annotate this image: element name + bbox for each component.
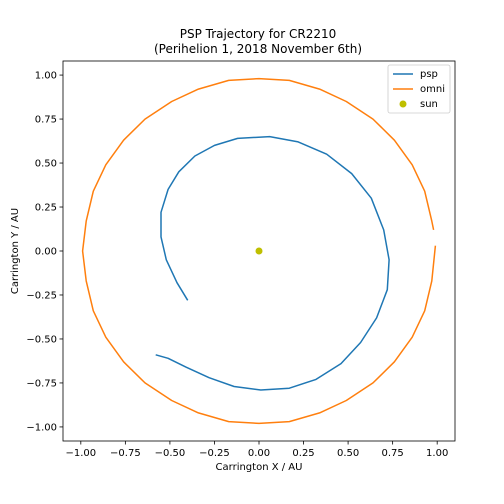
series-sun-point xyxy=(255,247,263,255)
x-axis: −1.00 −0.75 −0.50 −0.25 0.00 0.25 0.50 0.75 1.00 xyxy=(65,441,448,459)
y-tick-label: 1.00 xyxy=(35,71,57,82)
x-tick-label: 1.00 xyxy=(426,448,448,459)
x-tick-label: −0.75 xyxy=(110,448,141,459)
y-tick-label: 0.25 xyxy=(35,203,57,214)
y-tick-label: −0.75 xyxy=(26,378,57,389)
series-omni-line xyxy=(81,77,437,425)
chart-subtitle: (Perihelion 1, 2018 November 6th) xyxy=(154,42,362,56)
x-tick-label: 0.50 xyxy=(337,448,359,459)
y-tick-label: 0.00 xyxy=(35,247,57,258)
chart-title: PSP Trajectory for CR2210 xyxy=(180,27,337,41)
x-tick-label: −0.50 xyxy=(155,448,186,459)
plot-area xyxy=(81,77,437,425)
y-tick-label: −0.50 xyxy=(26,334,57,345)
y-tick-label: −1.00 xyxy=(26,422,57,433)
y-tick-label: −0.25 xyxy=(26,290,57,301)
legend-label-omni: omni xyxy=(420,84,445,95)
x-tick-label: −0.25 xyxy=(199,448,230,459)
x-tick-label: −1.00 xyxy=(65,448,96,459)
legend-label-sun: sun xyxy=(420,99,438,110)
x-tick-label: 0.25 xyxy=(292,448,314,459)
y-axis: −1.00 −0.75 −0.50 −0.25 0.00 0.25 0.50 0.75 1.00 xyxy=(26,71,63,433)
legend: psp omni sun xyxy=(387,64,451,114)
series-psp-line xyxy=(155,135,390,391)
x-tick-label: 0.75 xyxy=(382,448,404,459)
x-axis-label: Carrington X / AU xyxy=(216,462,303,473)
legend-label-psp: psp xyxy=(420,69,438,80)
y-tick-label: 0.75 xyxy=(35,115,57,126)
legend-marker-sun xyxy=(399,100,407,108)
y-tick-label: 0.50 xyxy=(35,159,57,170)
y-axis-label: Carrington Y / AU xyxy=(10,208,21,294)
x-tick-label: 0.00 xyxy=(248,448,270,459)
